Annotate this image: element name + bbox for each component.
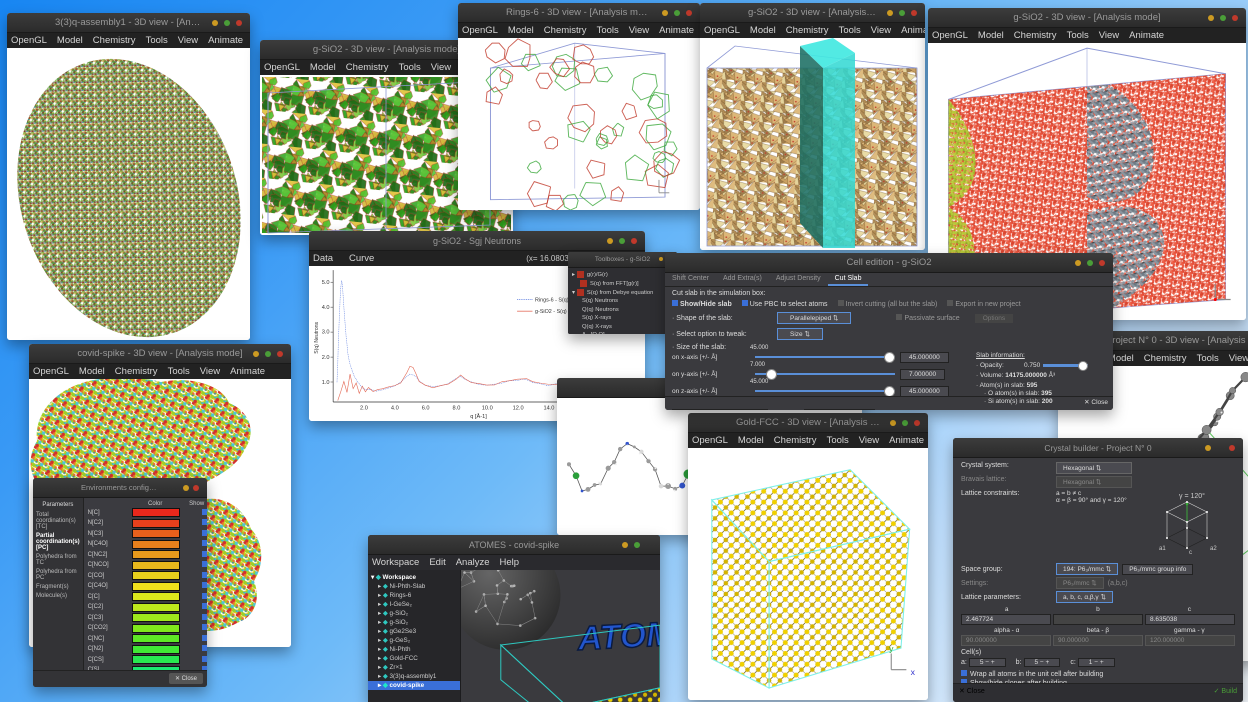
- svg-text:14.0: 14.0: [543, 406, 554, 412]
- svg-text:4.0: 4.0: [391, 406, 399, 412]
- svg-text:y: y: [889, 643, 894, 653]
- svg-text:3.0: 3.0: [322, 330, 330, 336]
- svg-text:q [Å-1]: q [Å-1]: [470, 413, 487, 420]
- svg-text:1.0: 1.0: [322, 380, 330, 386]
- svg-text:a1: a1: [1159, 546, 1166, 552]
- svg-text:6.0: 6.0: [422, 406, 430, 412]
- svg-text:γ = 120°: γ = 120°: [1179, 492, 1205, 500]
- svg-text:12.0: 12.0: [513, 406, 524, 412]
- svg-text:5.0: 5.0: [322, 280, 330, 286]
- svg-text:8.0: 8.0: [453, 406, 461, 412]
- svg-text:2.0: 2.0: [322, 355, 330, 361]
- svg-text:ATOMES: ATOMES: [576, 613, 660, 658]
- svg-text:a2: a2: [1210, 546, 1217, 552]
- svg-text:10.0: 10.0: [482, 406, 493, 412]
- svg-text:4.0: 4.0: [322, 305, 330, 311]
- svg-text:2.0: 2.0: [360, 406, 368, 412]
- svg-text:c: c: [1189, 550, 1192, 555]
- svg-text:S(q) Neutrons: S(q) Neutrons: [314, 321, 320, 353]
- svg-text:x: x: [911, 667, 916, 677]
